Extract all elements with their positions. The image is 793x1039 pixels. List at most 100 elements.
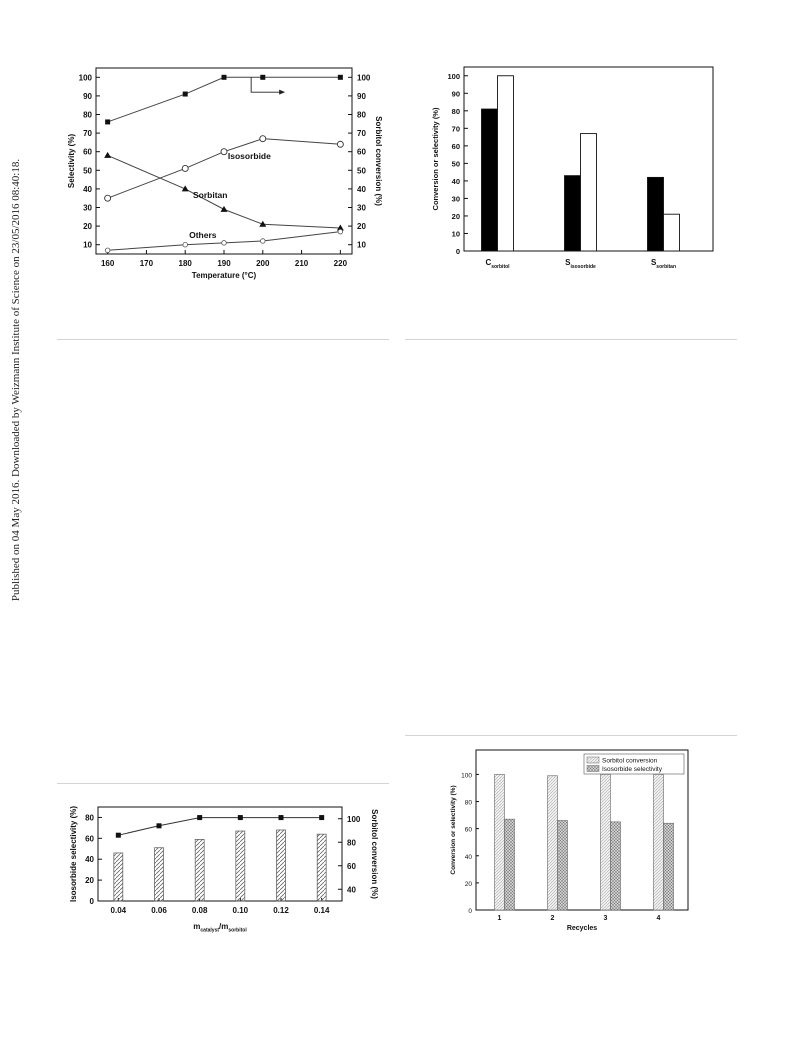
x-tick-label: 210 [295, 259, 309, 268]
x-tick-label: 160 [101, 259, 115, 268]
bar [647, 176, 664, 252]
y-tick-label-left: 10 [83, 241, 92, 250]
y-tick-label-right: 40 [357, 185, 366, 194]
right-axis-arrow-head [279, 89, 286, 95]
right-axis-arrow-line [250, 77, 282, 93]
data-point [182, 241, 188, 248]
y-tick-label-left: 20 [85, 876, 94, 885]
y-tick-label: 70 [452, 124, 460, 133]
x-tick-label: 0.06 [151, 906, 167, 915]
data-point [220, 205, 228, 212]
y-tick-label-right: 70 [357, 129, 366, 138]
y-tick-label-left: 80 [83, 111, 92, 120]
y-tick-label-left: 0 [90, 897, 95, 906]
y-tick-label: 0 [456, 247, 460, 256]
y-tick-label: 60 [452, 142, 460, 151]
y-tick-label-left: 90 [83, 92, 92, 101]
y-tick-label: 30 [452, 194, 460, 203]
conversion-point [278, 815, 284, 821]
y-tick-label-right: 100 [357, 73, 371, 82]
x-tick-label: 0.14 [314, 906, 330, 915]
series-label-isosorbide: Isosorbide [228, 151, 271, 161]
y-axis-label: Conversion or selectivity (%) [450, 785, 457, 874]
series-label-sorbitan: Sorbitan [193, 190, 227, 200]
divider-right-top [405, 339, 737, 340]
recycle-chart: 0 20 40 60 80 100 1 2 3 4 Recycles Conversion or se… [450, 749, 689, 933]
plot-frame [97, 806, 343, 902]
y-tick-label: 10 [452, 229, 460, 238]
bar [547, 775, 558, 911]
y-tick-label-right: 60 [357, 148, 366, 157]
category-label: Ssorbitan [651, 258, 676, 270]
data-point [105, 119, 111, 125]
y-tick-label-right: 10 [357, 241, 366, 250]
x-tick-label: 2 [551, 915, 555, 922]
recycle-chart-marks [494, 756, 674, 911]
y-tick-label-left: 50 [83, 166, 92, 175]
bar [557, 820, 568, 911]
legend-label: Isosorbide selectivity [602, 766, 663, 773]
recycle-chart-labels: 0 20 40 60 80 100 1 2 3 4 Recycles Conversion or se… [450, 758, 663, 933]
catalyst-chart-labels: 0 20 40 60 80 40 60 80 100 0.04 0.06 0.08 0.10 0.12 0.… [69, 806, 379, 934]
y-tick-label-right: 50 [357, 166, 366, 175]
bar [564, 175, 581, 252]
y-tick-label-right: 30 [357, 204, 366, 213]
data-point [337, 228, 344, 235]
x-axis-label: mcatalyst/msorbitol [193, 922, 247, 934]
data-point [259, 135, 267, 143]
x-tick-label: 170 [140, 259, 154, 268]
y-tick-label-right: 80 [357, 111, 366, 120]
y-tick-label: 80 [465, 800, 473, 807]
recycle-chart-axes [475, 749, 689, 911]
y-tick-label: 20 [465, 881, 473, 888]
y-tick-label: 60 [465, 827, 473, 834]
y-tick-label-left: 100 [79, 73, 93, 82]
y-axis-label-right: Sorbitol conversion (%) [374, 116, 383, 206]
x-tick-label: 200 [256, 259, 270, 268]
y-tick-label-right: 40 [347, 885, 356, 894]
data-point [104, 151, 112, 158]
y-tick-label-right: 20 [357, 222, 366, 231]
y-tick-label-left: 60 [85, 834, 94, 843]
conversion-line [118, 817, 322, 836]
conversion-chart-marks [481, 75, 680, 252]
data-point [259, 220, 267, 227]
category-label: Csorbitol [485, 258, 510, 270]
x-tick-label: 190 [217, 259, 231, 268]
y-tick-label-left: 40 [83, 185, 92, 194]
y-tick-label-left: 60 [83, 148, 92, 157]
y-tick-label: 50 [452, 159, 460, 168]
y-tick-label: 40 [452, 177, 460, 186]
y-tick-label-left: 70 [83, 129, 92, 138]
legend-label: Sorbitol conversion [602, 758, 658, 765]
y-axis-label-left: Selectivity (%) [67, 134, 76, 189]
conversion-point [197, 815, 203, 821]
x-tick-label: 1 [498, 915, 502, 922]
y-tick-label: 0 [468, 908, 472, 915]
divider-left-top [57, 339, 389, 340]
x-tick-label: 0.08 [192, 906, 208, 915]
x-axis-label: Temperature (°C) [192, 271, 257, 280]
y-tick-label: 80 [452, 107, 460, 116]
bar [494, 774, 505, 911]
bar [497, 75, 514, 252]
data-point [221, 74, 227, 80]
data-point [182, 91, 188, 97]
temperature-chart: 10 10 20 20 30 30 40 40 50 50 60 60 70 70 80 80 90 90 100 1… [67, 67, 383, 280]
data-point [181, 185, 189, 192]
bar [481, 108, 498, 252]
data-point [260, 74, 266, 80]
conversion-point [115, 832, 121, 838]
x-tick-label: 180 [179, 259, 193, 268]
x-tick-label: 0.12 [273, 906, 289, 915]
temperature-chart-axes [95, 67, 353, 255]
conversion-selectivity-chart: 0 10 20 30 40 50 60 70 80 90 100 Conversion or sele… [431, 66, 714, 270]
data-point [337, 74, 343, 80]
data-point [260, 238, 266, 244]
data-point [104, 247, 111, 253]
data-point [336, 224, 344, 231]
conversion-point [237, 815, 243, 821]
bar [653, 774, 664, 911]
bar [663, 213, 680, 252]
bar [600, 774, 611, 911]
